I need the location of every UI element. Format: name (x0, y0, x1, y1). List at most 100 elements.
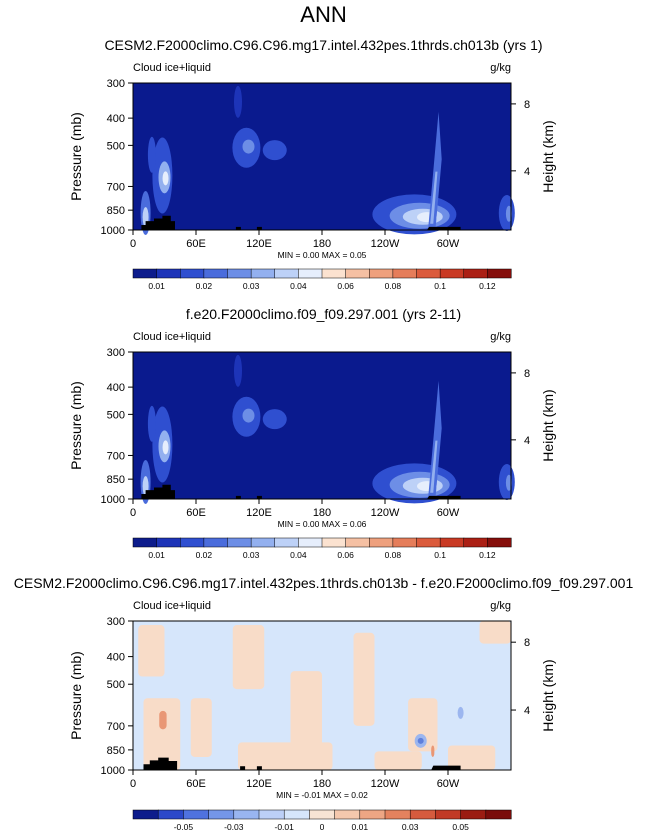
contour-blob (262, 140, 287, 161)
colorbar-swatch (132, 537, 158, 548)
terrain-mask (143, 757, 461, 770)
x-tick-label: 0 (130, 238, 136, 250)
colorbar-swatch (283, 809, 310, 820)
colorbar-label: 0.01 (148, 550, 165, 560)
colorbar-swatch (384, 809, 411, 820)
colorbar-swatch (321, 537, 347, 548)
contour-neg (457, 706, 464, 719)
contour-blob (162, 440, 169, 455)
contour-patch (159, 710, 167, 730)
colorbar-label: 0.1 (434, 550, 446, 560)
terrain-island (235, 226, 241, 230)
right-tick-label: 4 (524, 166, 530, 178)
x-tick-label: 60W (437, 238, 460, 250)
terrain-south-america (427, 226, 461, 230)
panel-variable-label: Cloud ice+liquid (133, 62, 211, 74)
page-title: ANN (300, 2, 346, 27)
colorbar-swatch (258, 809, 285, 820)
panel-variable-label: Cloud ice+liquid (133, 600, 211, 612)
contour-blob (162, 171, 169, 186)
contour-field (133, 621, 511, 770)
colorbar-swatch (156, 537, 181, 548)
terrain-south-america (431, 765, 461, 770)
contour-streak (428, 111, 442, 230)
contour-blob (262, 409, 287, 430)
colorbar-label: -0.01 (275, 822, 295, 832)
right-tick-label: 8 (524, 368, 530, 380)
colorbar-swatch (463, 268, 488, 279)
x-tick-label: 120E (246, 507, 272, 519)
contour-field (133, 352, 515, 504)
colorbar-swatch (334, 809, 361, 820)
y-tick-label: 1000 (101, 225, 125, 237)
colorbar: 0.01 0.02 0.03 0.04 0.06 0.08 0.1 0.12 (132, 268, 512, 291)
right-tick-label: 8 (524, 99, 530, 111)
colorbar-label: 0.04 (290, 550, 307, 560)
colorbar-swatch (274, 268, 299, 279)
colorbar-swatch (369, 537, 394, 548)
colorbar-label: 0.08 (385, 550, 402, 560)
contour-blob (242, 408, 255, 423)
colorbar-swatch (409, 809, 436, 820)
colorbar-swatch (485, 809, 512, 820)
right-axis-label: Height (km) (540, 120, 556, 192)
x-tick-label: 180 (313, 238, 331, 250)
colorbar-swatch (250, 268, 276, 279)
terrain-island (256, 495, 262, 499)
x-tick-label: 120E (246, 238, 272, 250)
contour-patch (431, 745, 435, 757)
x-tick-label: 60E (186, 238, 206, 250)
colorbar-label: 0.12 (479, 281, 496, 291)
panels-group: CESM2.F2000climo.C96.C96.mg17.intel.432p… (14, 37, 634, 832)
colorbar-swatch (227, 537, 252, 548)
right-tick-label: 4 (524, 435, 530, 447)
x-tick-label: 60W (437, 778, 460, 790)
y-tick-label: 400 (107, 382, 125, 394)
colorbar-label: 0.03 (243, 550, 260, 560)
y-tick-label: 500 (107, 679, 125, 691)
x-tick-label: 60E (186, 778, 206, 790)
x-tick-label: 0 (130, 507, 136, 519)
colorbar-label: 0.05 (452, 822, 469, 832)
y-tick-label: 300 (107, 78, 125, 90)
x-tick-label: 60E (186, 507, 206, 519)
colorbar-swatch (132, 809, 159, 820)
y-tick-label: 850 (107, 745, 125, 757)
stats-label: MIN = 0.00 MAX = 0.06 (278, 519, 367, 529)
field-background (133, 83, 511, 230)
panel-3: CESM2.F2000climo.C96.C96.mg17.intel.432p… (14, 575, 634, 832)
y-tick-label: 850 (107, 474, 125, 486)
panel-units: g/kg (490, 331, 511, 343)
colorbar-swatch (250, 537, 276, 548)
x-tick-label: 120W (371, 238, 400, 250)
terrain-africa (141, 484, 175, 499)
colorbar: -0.05 -0.03 -0.01 0 0.01 0.03 0.05 (132, 809, 512, 832)
colorbar-swatch (309, 809, 336, 820)
colorbar-swatch (439, 268, 465, 279)
colorbar-label: 0.01 (352, 822, 369, 832)
colorbar-label: 0.04 (290, 281, 307, 291)
colorbar-label: 0.01 (148, 281, 165, 291)
contour-blob (242, 139, 255, 154)
colorbar-label: 0.06 (337, 281, 354, 291)
colorbar-swatch (157, 809, 184, 820)
contour-blob (147, 136, 156, 173)
colorbar-swatch (392, 537, 418, 548)
right-tick-label: 4 (524, 705, 530, 717)
contour-blob (505, 474, 512, 491)
colorbar: 0.01 0.02 0.03 0.04 0.06 0.08 0.1 0.12 (132, 537, 512, 560)
contour-patch (290, 671, 322, 755)
right-axis-label: Height (km) (540, 659, 556, 731)
terrain-island (256, 226, 262, 230)
y-axis-label: Pressure (mb) (68, 381, 84, 470)
colorbar-swatch (439, 537, 465, 548)
field-background (133, 352, 511, 499)
contour-streak (430, 440, 438, 493)
y-tick-label: 850 (107, 205, 125, 217)
colorbar-swatch (156, 268, 181, 279)
colorbar-label: 0.03 (243, 281, 260, 291)
y-tick-label: 700 (107, 721, 125, 733)
colorbar-swatch (359, 809, 386, 820)
colorbar-swatch (392, 268, 418, 279)
